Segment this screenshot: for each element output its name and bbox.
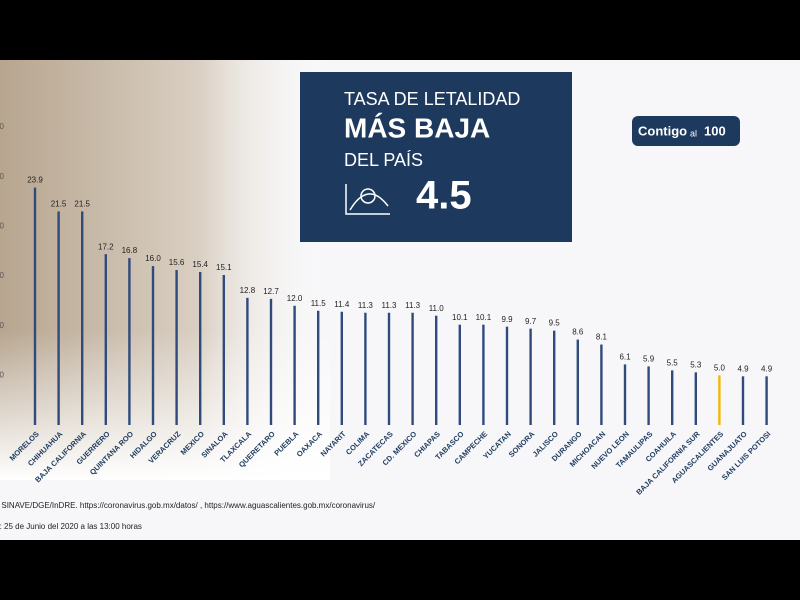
value-label: 9.5 [549,319,561,328]
bar [33,187,37,425]
bar [671,370,674,425]
value-label: 11.3 [358,301,374,310]
y-tick-label: 10.0 [0,321,5,330]
bar [482,324,485,425]
bar [741,376,745,425]
highlight-value: 4.5 [416,174,472,218]
value-label: 12.0 [287,294,303,303]
value-label: 16.8 [122,246,138,255]
logo [632,116,740,146]
y-tick-label: 20.0 [0,221,5,230]
source-note: Fuente: SINAVE/DGE/InDRE. https://corona… [0,501,376,510]
bar [435,315,438,425]
bar [600,344,603,425]
bar [199,272,202,425]
bar [576,339,579,425]
bar [694,372,697,425]
value-label: 15.6 [169,258,185,267]
value-label: 8.1 [596,333,608,342]
bar [364,312,367,425]
bar [387,312,391,425]
value-label: 10.1 [452,313,468,322]
logo-text: 100 [704,123,726,138]
bar [411,312,414,425]
bar [222,275,225,425]
bar [128,258,131,425]
cut-note: Corte: 25 de Junio del 2020 a las 13:00 … [0,522,142,531]
value-label: 17.2 [98,242,114,251]
bar [505,326,509,425]
value-label: 11.3 [405,301,421,310]
bar [175,270,178,425]
headline-2: MÁS BAJA [344,112,490,143]
value-label: 15.1 [216,263,232,272]
bar [104,254,107,425]
value-label: 12.8 [240,286,256,295]
headline-3: DEL PAÍS [344,150,423,170]
value-label: 9.9 [501,315,513,324]
value-label: 11.0 [429,304,445,313]
value-label: 16.0 [145,254,161,263]
bar [151,266,155,425]
value-label: 5.0 [714,363,726,372]
bar [340,311,343,425]
value-label: 23.9 [27,176,43,185]
value-label: 5.5 [667,358,679,367]
value-label: 11.3 [382,301,398,310]
value-label: 5.9 [643,355,655,364]
value-label: 8.6 [572,328,584,337]
bar [647,366,650,425]
bar [57,211,60,425]
value-label: 4.9 [761,364,773,373]
bar [553,330,556,425]
value-label: 9.7 [525,317,537,326]
value-label: 11.4 [334,300,350,309]
bar [458,324,461,425]
value-label: 21.5 [51,200,67,209]
background-fade [0,330,330,480]
bar [246,297,249,425]
y-tick-label: 15.0 [0,271,5,280]
value-label: 5.3 [690,360,702,369]
bar [293,305,296,425]
y-tick-label: 30.0 [0,122,5,131]
bar [81,211,84,425]
value-label: 4.9 [737,364,749,373]
value-label: 15.4 [192,260,208,269]
bar [269,298,273,425]
value-label: 21.5 [74,200,90,209]
icon [345,184,390,215]
value-label: 12.7 [263,287,279,296]
headline-1: TASA DE LETALIDAD [344,89,520,109]
bar [623,364,627,425]
value-label: 11.5 [311,299,327,308]
y-tick-label: 5.0 [0,370,5,379]
value-label: 6.1 [619,353,631,362]
bar [317,310,320,425]
logo-text: Contigo [638,123,687,138]
logo-text: al [690,128,697,138]
y-tick-label: 25.0 [0,172,5,181]
bar [529,328,532,425]
bar [765,376,768,425]
bar [718,375,721,425]
value-label: 10.1 [476,313,492,322]
